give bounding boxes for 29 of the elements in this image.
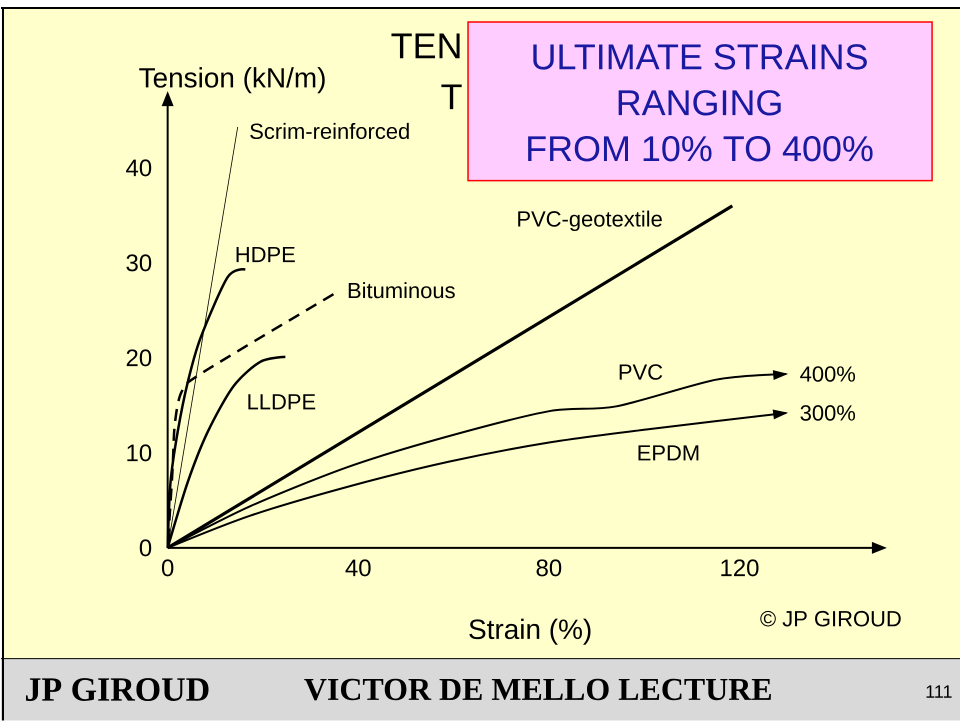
y-tick-label: 40 (126, 160, 152, 177)
annotation: FROM 10% TO 400% (528, 136, 873, 162)
series-label: Scrim-reinforced (250, 123, 409, 140)
annotation: 400% (800, 366, 856, 382)
y-tick-label: 30 (126, 254, 152, 272)
series-label: PVC-geotextile (518, 210, 662, 232)
y-tick-label: 0 (140, 540, 152, 557)
text: VICTOR DE MELLO LECTURE (304, 679, 771, 701)
annotation: 300% (800, 405, 856, 421)
series-label: LLDPE (248, 394, 316, 410)
chart-title: TEN (391, 34, 460, 59)
series-label: Bituminous (348, 282, 455, 299)
annotation: RANGING (618, 90, 781, 116)
chart-subtitle: T (441, 84, 462, 110)
x-tick-label: 120 (721, 560, 759, 577)
text: JP GIROUD (26, 678, 208, 702)
x-tick-label: 0 (162, 560, 174, 577)
x-axis-title: Strain (%) (469, 618, 590, 645)
series-label: EPDM (638, 446, 698, 461)
y-axis-title: Tension (kN/m) (139, 67, 325, 94)
text: ULTIMATE STRAINS (533, 44, 867, 70)
series-label: HDPE (236, 247, 295, 262)
x-tick-label: 40 (345, 560, 371, 577)
text: © JP GIROUD (760, 611, 901, 627)
text: 111 (926, 686, 952, 698)
y-tick-label: 10 (127, 444, 152, 462)
y-tick-label: 20 (126, 350, 152, 367)
x-tick-label: 80 (536, 560, 562, 577)
series-label: PVC (620, 364, 662, 380)
